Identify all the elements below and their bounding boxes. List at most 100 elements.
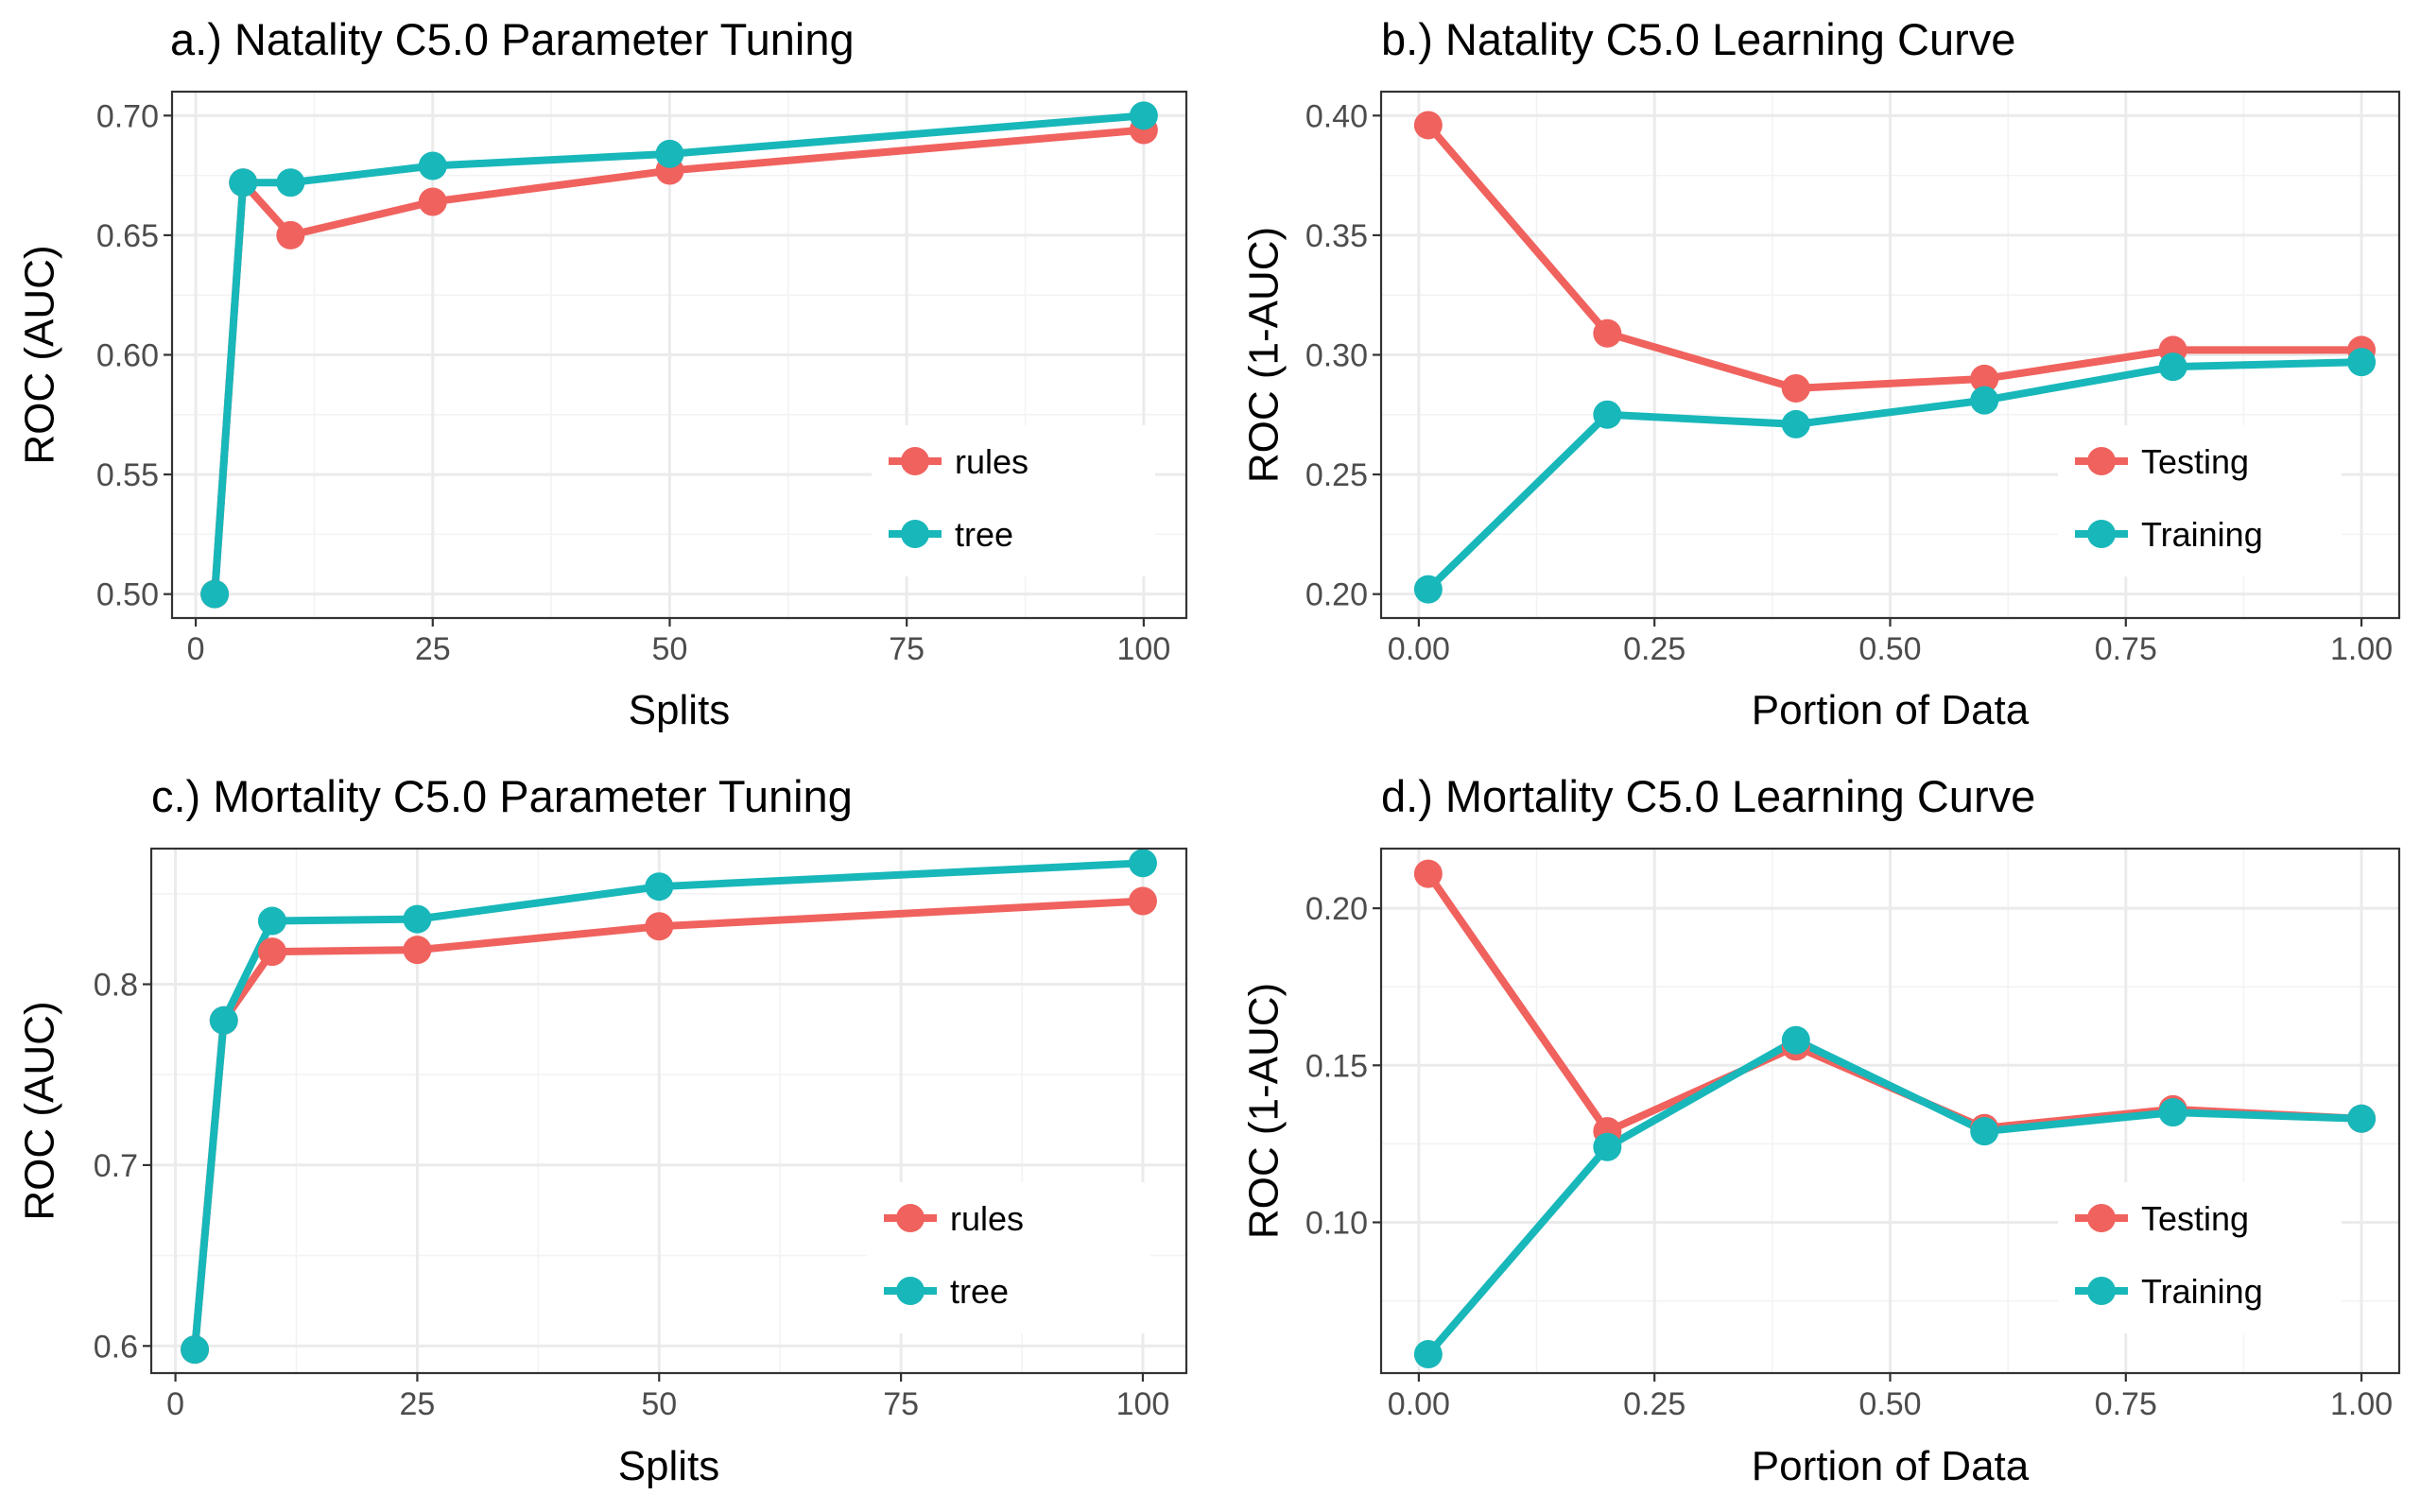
natality-tuning-x-tick-label: 25 — [415, 631, 451, 667]
mortality-learning-y-tick-label: 0.20 — [1305, 891, 1368, 927]
mortality-tuning-x-tick-label: 25 — [400, 1386, 436, 1422]
natality-learning-x-tick-label: 0.75 — [2095, 631, 2157, 667]
natality-tuning-point-rules — [276, 220, 305, 249]
natality-tuning-series-line-tree — [211, 112, 1148, 598]
natality-learning-point-testing — [1593, 318, 1622, 348]
natality-learning-y-tick-label: 0.40 — [1305, 98, 1368, 134]
natality-tuning-panel-border — [170, 90, 1188, 620]
mortality-learning-x-tick-label: 0.75 — [2095, 1386, 2157, 1422]
mortality-learning-y-tick-label: 0.15 — [1305, 1048, 1368, 1084]
natality-learning-point-training — [2158, 352, 2187, 382]
mortality-tuning-point-rules — [257, 937, 286, 967]
natality-learning-legend-label-testing: Testing — [2141, 442, 2249, 481]
mortality-learning-title: d.) Mortality C5.0 Learning Curve — [1381, 771, 2035, 821]
mortality-tuning-y-axis-title: ROC (AUC) — [17, 1001, 63, 1220]
natality-learning-point-training — [2347, 348, 2377, 377]
natality-learning-series-line-training — [1424, 358, 2366, 593]
natality-learning-legend-label-training: Training — [2141, 515, 2263, 554]
natality-learning-x-tick-label: 1.00 — [2330, 631, 2393, 667]
mortality-tuning-point-tree — [257, 906, 286, 936]
mortality-learning-point-training — [1413, 1340, 1443, 1369]
mortality-tuning-x-tick-label: 50 — [641, 1386, 677, 1422]
natality-learning-x-tick-label: 0.00 — [1388, 631, 1450, 667]
natality-tuning-point-tree — [229, 168, 258, 198]
natality-learning-series-line-testing — [1424, 121, 2366, 392]
natality-learning-title: b.) Natality C5.0 Learning Curve — [1381, 14, 2015, 64]
natality-learning-legend: Testing Training — [2058, 425, 2342, 576]
natality-tuning-point-tree — [200, 579, 230, 609]
natality-learning-point-training — [1781, 409, 1810, 438]
natality-tuning-point-tree — [418, 151, 447, 180]
mortality-learning-y-axis-title: ROC (1-AUC) — [1241, 983, 1288, 1239]
mortality-learning-x-axis-title: Portion of Data — [1752, 1443, 2030, 1489]
mortality-tuning-y-tick-label: 0.8 — [94, 968, 138, 1004]
natality-learning-point-testing — [1413, 111, 1443, 140]
mortality-learning-panel: 0.00 0.25 0.50 0.75 1.00 0.10 0.15 0.20 TestingT… — [1241, 771, 2401, 1489]
natality-tuning-x-tick-label: 100 — [1117, 631, 1171, 667]
natality-tuning-point-tree — [1129, 101, 1158, 130]
natality-learning-point-training — [1970, 386, 1999, 415]
natality-tuning-legend-label-rules: rules — [955, 442, 1028, 481]
natality-tuning-y-tick-label: 0.50 — [96, 577, 159, 613]
mortality-tuning-point-tree — [403, 904, 432, 934]
natality-tuning-x-axis-title: Splits — [629, 687, 731, 733]
mortality-tuning-x-tick-label: 75 — [883, 1386, 919, 1422]
natality-tuning-title: a.) Natality C5.0 Parameter Tuning — [170, 14, 855, 64]
mortality-tuning-point-rules — [403, 936, 432, 965]
mortality-tuning-x-tick-label: 100 — [1116, 1386, 1170, 1422]
mortality-learning-legend: Testing Training — [2058, 1182, 2342, 1333]
mortality-learning-x-tick-label: 0.50 — [1858, 1386, 1921, 1422]
mortality-tuning-legend-key-point-tree — [896, 1277, 925, 1305]
natality-learning-y-tick-label: 0.25 — [1305, 457, 1368, 493]
natality-learning-point-testing — [1970, 364, 1999, 393]
natality-tuning-panel: 0 25 50 75 100 0.50 0.55 0.60 0.65 0.70 rules tree a… — [17, 14, 1188, 733]
mortality-learning-y-tick-label: 0.10 — [1305, 1205, 1368, 1241]
mortality-learning-point-testing — [1413, 859, 1443, 888]
natality-learning-panel: 0.00 0.25 0.50 0.75 1.00 0.20 0.25 0.30 0.35 0.40… — [1241, 14, 2401, 733]
mortality-tuning-legend-key-point-rules — [896, 1204, 925, 1232]
mortality-tuning-point-tree — [181, 1335, 210, 1365]
natality-learning-point-testing — [1781, 373, 1810, 403]
mortality-tuning-point-tree — [1128, 849, 1157, 878]
mortality-learning-x-tick-label: 1.00 — [2330, 1386, 2393, 1422]
mortality-tuning-x-tick-label: 0 — [166, 1386, 184, 1422]
mortality-learning-x-tick-label: 0.25 — [1623, 1386, 1685, 1422]
mortality-tuning-point-tree — [209, 1005, 238, 1035]
mortality-tuning-y-tick-label: 0.7 — [94, 1148, 138, 1184]
mortality-learning-series-line-training — [1424, 1036, 2366, 1359]
mortality-learning-point-training — [2347, 1104, 2377, 1133]
mortality-learning-point-training — [1781, 1025, 1810, 1055]
natality-tuning-point-tree — [655, 139, 684, 168]
mortality-tuning-panel-border — [149, 847, 1188, 1375]
mortality-tuning-panel: 0 25 50 75 100 0.6 0.7 0.8 rules tree c.) Mortalit… — [17, 771, 1188, 1489]
mortality-tuning-point-rules — [1128, 886, 1157, 916]
mortality-learning-x-tick-label: 0.00 — [1388, 1386, 1450, 1422]
natality-tuning-point-rules — [418, 187, 447, 216]
mortality-learning-point-training — [1970, 1117, 1999, 1146]
natality-tuning-x-tick-label: 0 — [187, 631, 205, 667]
mortality-tuning-legend-label-rules: rules — [950, 1199, 1024, 1238]
natality-tuning-x-tick-label: 50 — [652, 631, 688, 667]
natality-learning-legend-key-point-testing — [2087, 447, 2116, 475]
mortality-tuning-point-rules — [645, 912, 674, 941]
mortality-learning-point-training — [1593, 1132, 1622, 1161]
natality-learning-point-training — [1593, 400, 1622, 429]
mortality-learning-panel-border — [1379, 847, 2401, 1375]
natality-learning-panel-border — [1379, 90, 2401, 620]
natality-tuning-point-tree — [276, 168, 305, 198]
natality-learning-point-training — [1413, 575, 1443, 604]
natality-tuning-legend: rules tree — [872, 425, 1155, 576]
natality-learning-y-tick-label: 0.35 — [1305, 218, 1368, 254]
mortality-learning-point-training — [2158, 1098, 2187, 1127]
mortality-learning-legend-key-point-testing — [2087, 1204, 2116, 1232]
natality-tuning-y-tick-label: 0.65 — [96, 218, 159, 254]
mortality-tuning-point-tree — [645, 872, 674, 902]
mortality-learning-legend-label-training: Training — [2141, 1272, 2263, 1311]
mortality-tuning-y-tick-label: 0.6 — [94, 1329, 138, 1365]
natality-tuning-legend-label-tree: tree — [955, 515, 1013, 554]
mortality-tuning-title: c.) Mortality C5.0 Parameter Tuning — [151, 771, 853, 821]
natality-tuning-legend-key-point-tree — [901, 520, 929, 548]
natality-learning-y-axis-title: ROC (1-AUC) — [1241, 227, 1288, 483]
natality-tuning-y-tick-label: 0.55 — [96, 457, 159, 493]
